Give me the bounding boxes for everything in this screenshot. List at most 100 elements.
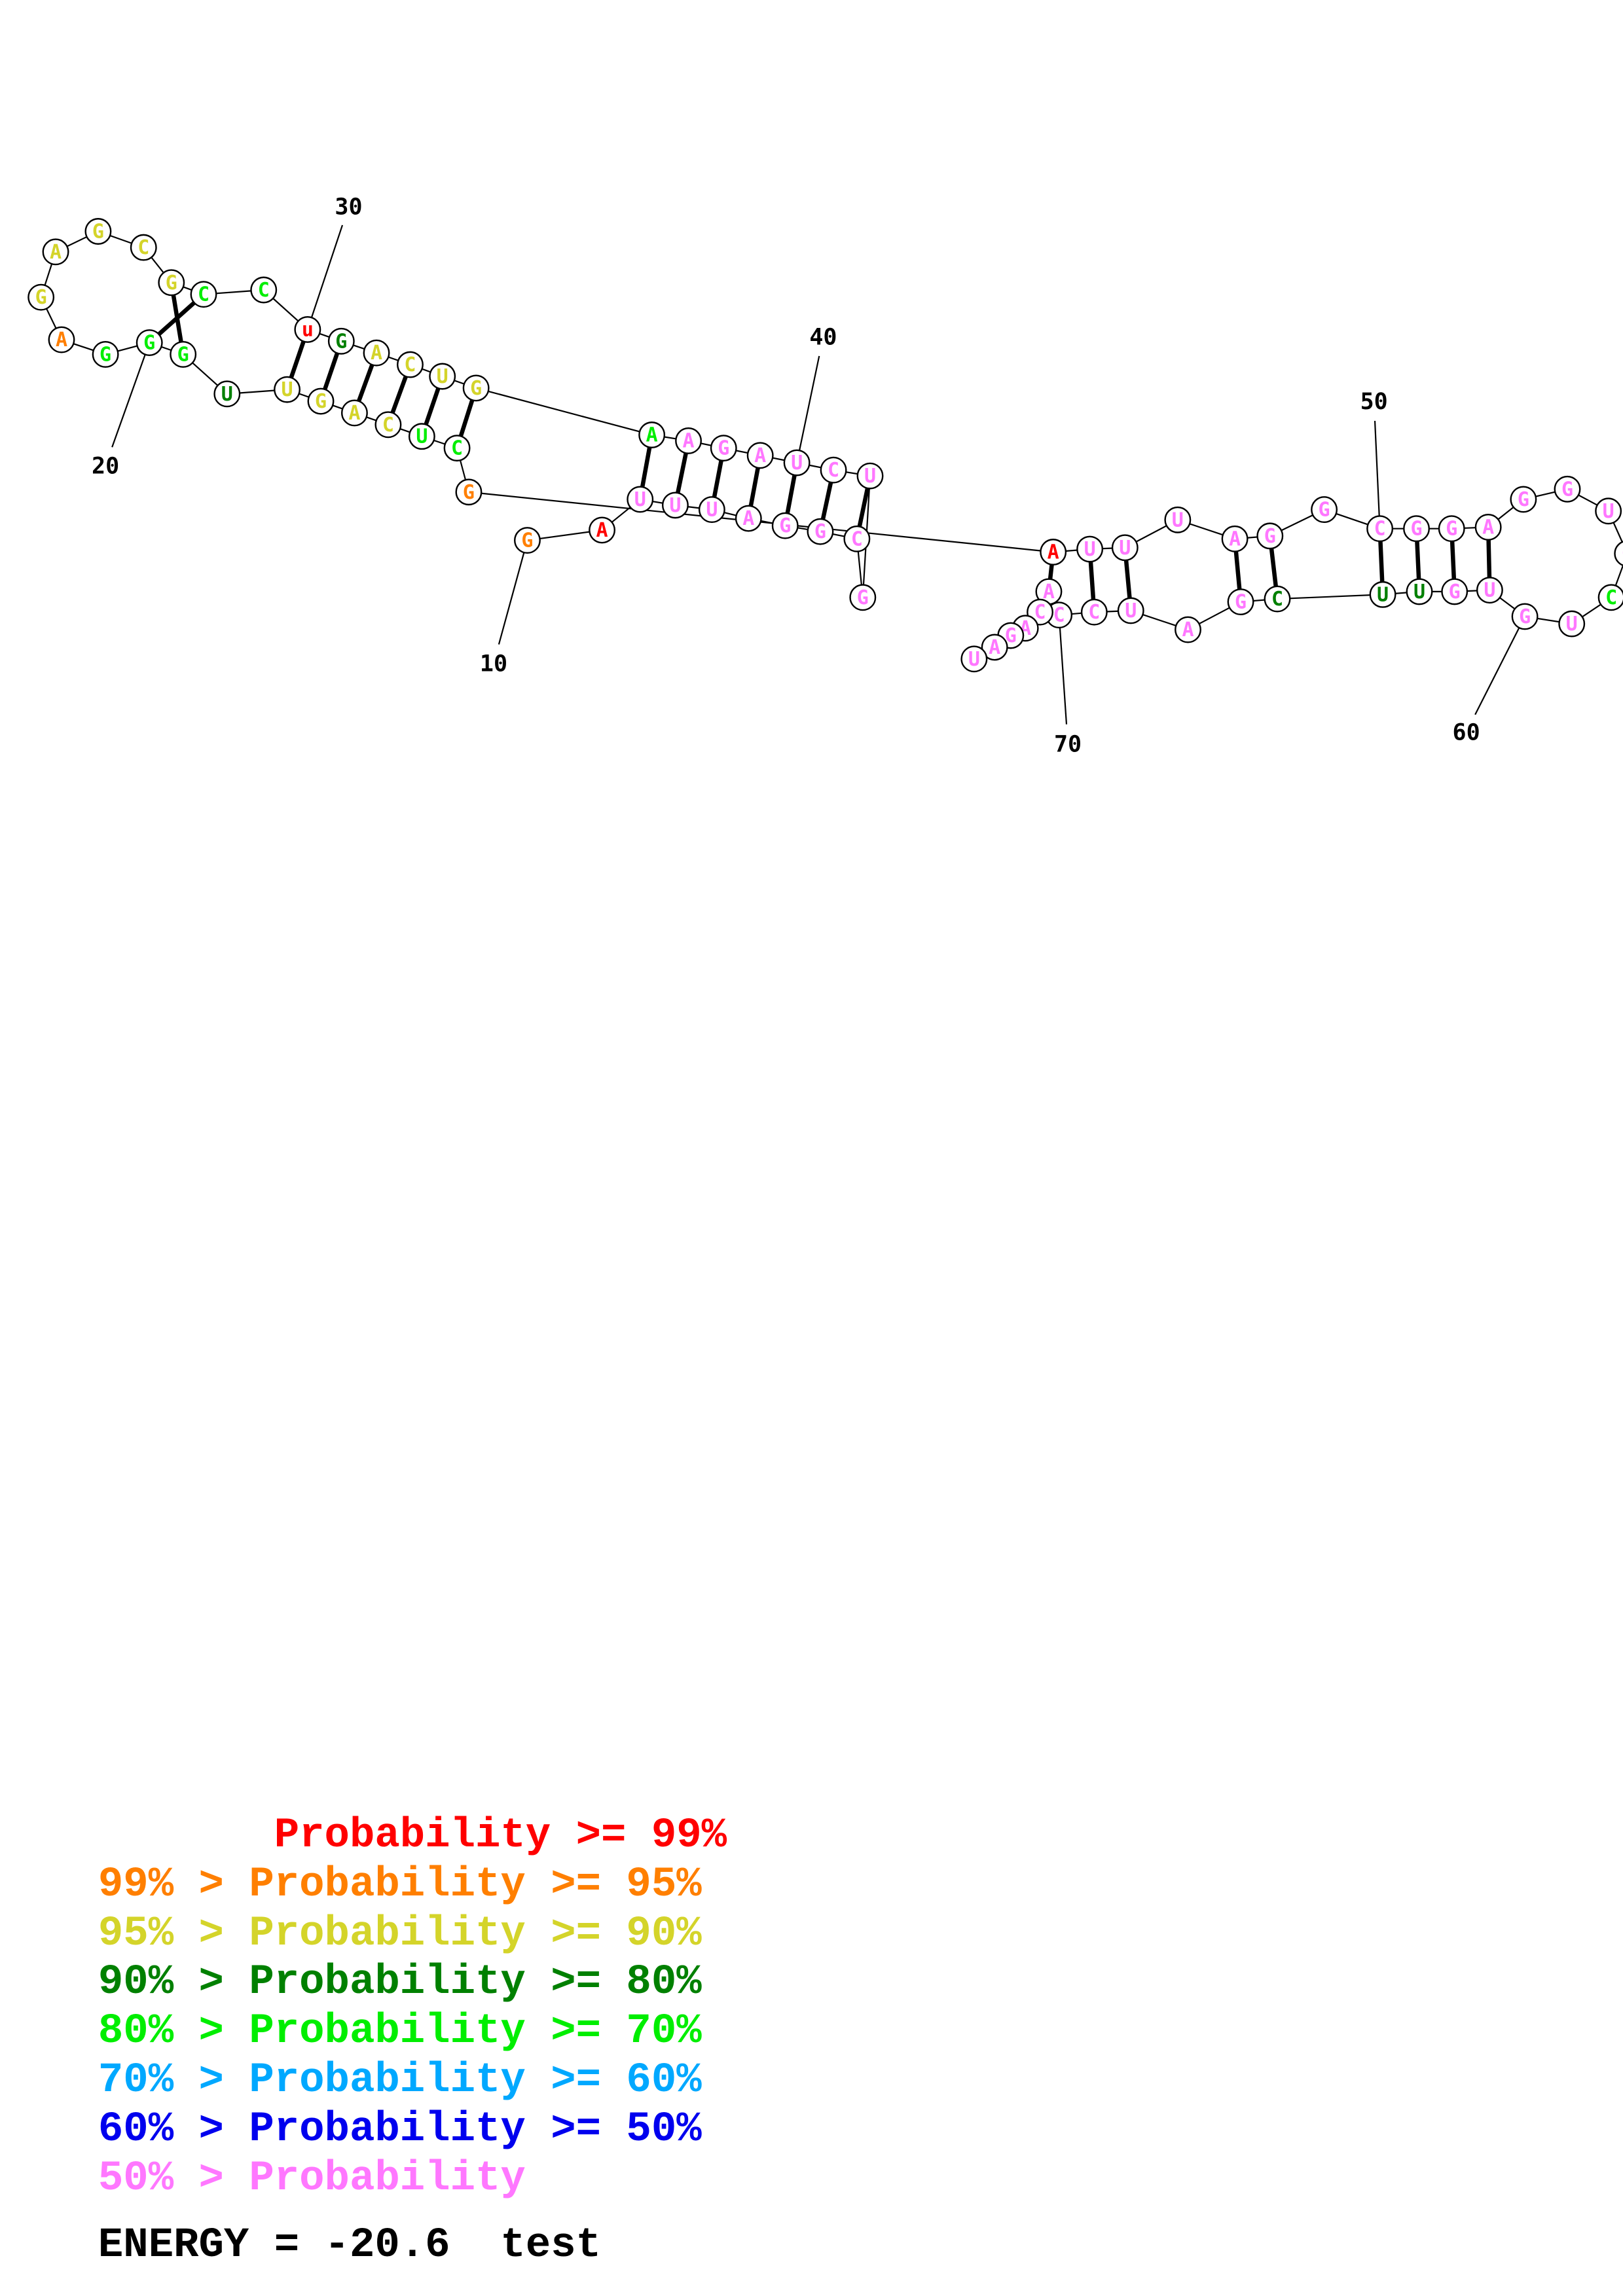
nucleotide-letter: U bbox=[1484, 579, 1495, 602]
nucleotide-letter: C bbox=[1605, 586, 1617, 609]
nucleotide: A bbox=[675, 427, 702, 454]
nucleotide: G bbox=[1511, 603, 1539, 630]
index-label: 30 bbox=[335, 194, 362, 220]
nucleotide-letter: C bbox=[1271, 588, 1283, 611]
legend-entry: Probability >= 99% bbox=[98, 1812, 727, 1859]
nucleotide-letter: G bbox=[779, 514, 791, 537]
nucleotide: A bbox=[42, 238, 69, 266]
nucleotide-circle bbox=[1441, 578, 1468, 605]
nucleotide-circle bbox=[856, 462, 884, 490]
nucleotide: G bbox=[1438, 515, 1465, 543]
nucleotide: C bbox=[1080, 598, 1108, 626]
nucleotide-letter: G bbox=[1518, 488, 1529, 511]
nucleotide-letter: G bbox=[463, 481, 475, 504]
nucleotide-letter: A bbox=[1229, 528, 1241, 550]
nucleotide-letter: U bbox=[221, 383, 233, 406]
nucleotide-circle bbox=[213, 380, 241, 408]
nucleotide-letter: u bbox=[302, 318, 314, 341]
index-label: 20 bbox=[92, 453, 119, 479]
nucleotide: G bbox=[92, 341, 119, 368]
nucleotide-circle bbox=[960, 645, 988, 673]
nucleotide-circle bbox=[158, 269, 185, 296]
nucleotide-circle bbox=[675, 427, 702, 454]
nucleotide-letter: C bbox=[258, 279, 270, 302]
index-tick-line bbox=[1058, 615, 1068, 725]
nucleotide-letter: U bbox=[416, 425, 428, 448]
nucleotide-circle bbox=[1264, 585, 1291, 613]
energy-value: ENERGY = -20.6 test bbox=[98, 2222, 602, 2270]
nucleotide-letter: C bbox=[1034, 601, 1046, 624]
nucleotide: U bbox=[1558, 610, 1586, 637]
nucleotide: G bbox=[158, 269, 185, 296]
nucleotide: G bbox=[1256, 522, 1284, 550]
nucleotide-letter: C bbox=[404, 353, 416, 376]
nucleotide-letter: U bbox=[634, 488, 646, 511]
nucleotide-circle bbox=[849, 584, 877, 611]
nucleotide-circle bbox=[363, 339, 390, 367]
nucleotide: G bbox=[771, 512, 799, 539]
nucleotide-circle bbox=[1111, 534, 1139, 562]
backbone-link bbox=[1277, 594, 1383, 600]
nucleotide: C bbox=[1614, 541, 1623, 567]
nucleotide-letter: G bbox=[857, 586, 869, 609]
nucleotide-circle bbox=[1595, 497, 1622, 525]
index-label: 50 bbox=[1360, 389, 1388, 415]
nucleotide-circle bbox=[429, 363, 456, 390]
nucleotide-circle bbox=[1221, 525, 1249, 552]
nucleotide-circle bbox=[92, 341, 119, 368]
nucleotide-circle bbox=[327, 327, 355, 355]
nucleotide-circle bbox=[1510, 486, 1537, 513]
nucleotide-circle bbox=[462, 374, 490, 402]
nucleotide: A bbox=[1221, 525, 1249, 552]
nucleotide: C bbox=[443, 435, 471, 462]
nucleotide-letter: A bbox=[754, 444, 766, 467]
nucleotide-circle bbox=[1040, 539, 1067, 565]
index-tick-layer: 10 20 30 40 50 60 70 bbox=[92, 194, 1526, 758]
index-label: 10 bbox=[480, 651, 507, 677]
nucleotide-circle bbox=[981, 634, 1008, 661]
nucleotide-letter: A bbox=[1482, 516, 1494, 539]
nucleotide: A bbox=[589, 516, 615, 544]
nucleotide-letter: G bbox=[521, 529, 533, 552]
nucleotide: G bbox=[1227, 588, 1254, 615]
nucleotide: C bbox=[820, 456, 847, 484]
nucleotide: C bbox=[397, 351, 424, 378]
nucleotide-circle bbox=[250, 276, 278, 304]
nucleotide-circle bbox=[27, 283, 55, 311]
nucleotide-letter: C bbox=[1053, 604, 1065, 627]
nucleotide: U bbox=[661, 492, 689, 519]
nucleotide: A bbox=[981, 634, 1008, 661]
nucleotide-letter: C bbox=[451, 437, 463, 460]
nucleotide-letter: G bbox=[1446, 518, 1457, 541]
nucleotide-letter: G bbox=[1561, 478, 1573, 501]
legend-entry: 80% > Probability >= 70% bbox=[98, 2008, 702, 2056]
nucleotide-circle bbox=[374, 411, 402, 439]
nucleotide: U bbox=[1117, 597, 1144, 624]
legend-entry: 90% > Probability >= 80% bbox=[98, 1959, 702, 2007]
nucleotide-circle bbox=[1406, 578, 1433, 605]
nucleotide-circle bbox=[698, 496, 725, 524]
nucleotide: U bbox=[698, 496, 725, 524]
nucleotide: U bbox=[429, 363, 456, 390]
nucleotide-letter: A bbox=[1048, 541, 1059, 564]
nucleotide: G bbox=[84, 218, 112, 245]
nucleotide-circle bbox=[307, 387, 335, 415]
nucleotide-letter: G bbox=[1005, 624, 1017, 647]
index-tick-line bbox=[1374, 420, 1381, 529]
nucleotide-circle bbox=[84, 218, 112, 245]
nucleotide: G bbox=[710, 435, 737, 462]
nucleotide-letter: A bbox=[1043, 581, 1055, 603]
index-label: 60 bbox=[1453, 720, 1480, 746]
nucleotide: u bbox=[294, 315, 321, 343]
nucleotide-circle bbox=[746, 442, 774, 469]
nucleotide-letter: U bbox=[1413, 581, 1425, 603]
nucleotide: G bbox=[455, 478, 483, 506]
nucleotide-circle bbox=[190, 281, 217, 308]
nucleotide: G bbox=[327, 327, 355, 355]
nucleotide-letter: G bbox=[35, 286, 47, 309]
legend-entry: 60% > Probability >= 50% bbox=[98, 2106, 702, 2154]
nucleotide-circle bbox=[514, 527, 541, 554]
nucleotide: U bbox=[856, 462, 884, 490]
nucleotide-letter: U bbox=[1125, 600, 1137, 622]
nucleotide-letter: A bbox=[989, 636, 1000, 659]
